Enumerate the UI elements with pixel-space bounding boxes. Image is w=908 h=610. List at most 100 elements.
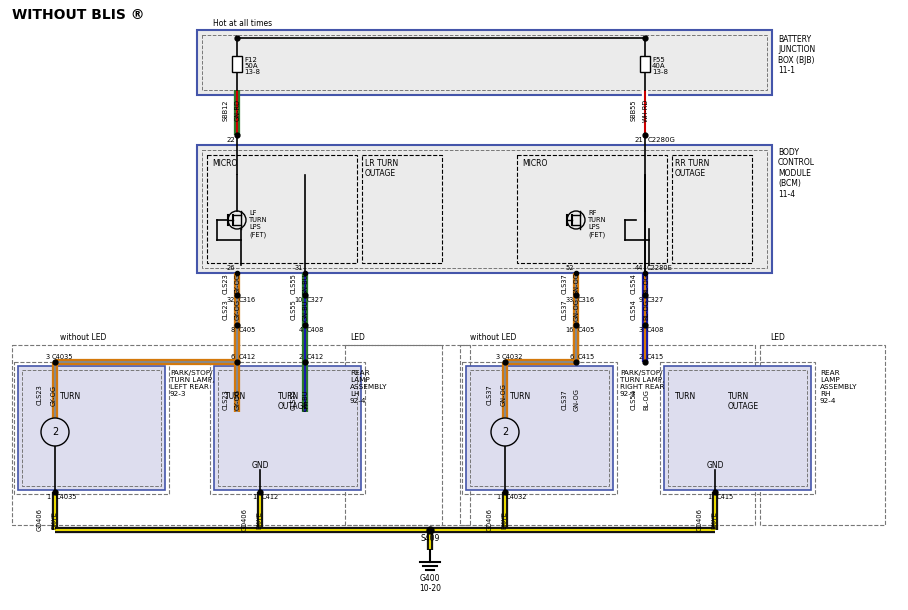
Bar bbox=[672, 155, 752, 263]
Text: 1: 1 bbox=[46, 494, 50, 500]
Text: MICRO: MICRO bbox=[212, 159, 237, 168]
Text: LED: LED bbox=[350, 333, 365, 342]
Text: F12: F12 bbox=[244, 57, 257, 63]
Text: GN-OG: GN-OG bbox=[574, 273, 580, 295]
Text: 33: 33 bbox=[566, 297, 574, 303]
Bar bbox=[207, 155, 357, 263]
Bar bbox=[640, 56, 650, 72]
Text: C415: C415 bbox=[578, 354, 596, 360]
Text: 13-8: 13-8 bbox=[244, 69, 260, 75]
Text: C412: C412 bbox=[307, 354, 324, 360]
Text: GND: GND bbox=[252, 461, 269, 470]
Text: BODY
CONTROL
MODULE
(BCM)
11-4: BODY CONTROL MODULE (BCM) 11-4 bbox=[778, 148, 815, 199]
Text: WITHOUT BLIS ®: WITHOUT BLIS ® bbox=[12, 8, 144, 22]
Text: 44: 44 bbox=[635, 265, 643, 271]
Text: S409: S409 bbox=[420, 534, 439, 543]
Text: REAR
LAMP
ASSEMBLY
LH
92-4: REAR LAMP ASSEMBLY LH 92-4 bbox=[350, 370, 388, 404]
Text: C4032: C4032 bbox=[502, 354, 524, 360]
Bar bbox=[362, 155, 442, 263]
Text: F55: F55 bbox=[652, 57, 665, 63]
Text: 40A: 40A bbox=[652, 63, 666, 69]
Text: GY-OG: GY-OG bbox=[235, 300, 241, 320]
Bar bbox=[214, 366, 361, 490]
Text: CLS23: CLS23 bbox=[223, 390, 229, 411]
Text: without LED: without LED bbox=[60, 333, 106, 342]
Text: C327: C327 bbox=[647, 297, 665, 303]
Text: REAR
LAMP
ASSEMBLY
RH
92-4: REAR LAMP ASSEMBLY RH 92-4 bbox=[820, 370, 857, 404]
Text: BK-YE: BK-YE bbox=[51, 511, 57, 529]
Text: 8: 8 bbox=[231, 327, 235, 333]
Bar bbox=[466, 366, 613, 490]
Text: CLS55: CLS55 bbox=[291, 390, 297, 411]
Text: BK-YE: BK-YE bbox=[256, 511, 262, 529]
Text: C2280E: C2280E bbox=[647, 265, 673, 271]
Text: GN-BU: GN-BU bbox=[303, 300, 309, 321]
Text: 6: 6 bbox=[231, 354, 235, 360]
Text: GN-OG: GN-OG bbox=[501, 384, 507, 406]
Text: CLS37: CLS37 bbox=[562, 300, 568, 320]
Text: CLS37: CLS37 bbox=[562, 390, 568, 411]
Text: BL-OG: BL-OG bbox=[643, 273, 649, 295]
Text: GY-OG: GY-OG bbox=[235, 390, 241, 411]
Text: C415: C415 bbox=[647, 354, 665, 360]
Text: 52: 52 bbox=[566, 265, 574, 271]
Text: TURN: TURN bbox=[60, 392, 81, 401]
Text: 22: 22 bbox=[226, 137, 235, 143]
Text: C4035: C4035 bbox=[56, 494, 77, 500]
Text: GN-BU: GN-BU bbox=[303, 389, 309, 411]
Text: GND: GND bbox=[706, 461, 724, 470]
Text: C316: C316 bbox=[239, 297, 256, 303]
Text: 1: 1 bbox=[252, 494, 256, 500]
Text: BL-OG: BL-OG bbox=[643, 390, 649, 411]
Bar bbox=[218, 370, 357, 486]
Text: CLS23: CLS23 bbox=[223, 300, 229, 320]
Text: C415: C415 bbox=[717, 494, 735, 500]
Bar bbox=[664, 366, 811, 490]
Bar bbox=[232, 56, 242, 72]
Text: GY-OG: GY-OG bbox=[51, 384, 57, 406]
Text: WH-RD: WH-RD bbox=[643, 98, 649, 121]
Bar bbox=[202, 35, 767, 90]
Text: C316: C316 bbox=[578, 297, 595, 303]
Text: G400
10-20: G400 10-20 bbox=[419, 574, 441, 594]
Circle shape bbox=[491, 418, 519, 446]
Text: CLS23: CLS23 bbox=[223, 274, 229, 295]
Text: LF
TURN
LPS
(FET): LF TURN LPS (FET) bbox=[249, 210, 268, 237]
Text: C4032: C4032 bbox=[506, 494, 528, 500]
Text: BATTERY
JUNCTION
BOX (BJB)
11-1: BATTERY JUNCTION BOX (BJB) 11-1 bbox=[778, 35, 815, 75]
Text: PARK/STOP/
TURN LAMP,
RIGHT REAR
92-3: PARK/STOP/ TURN LAMP, RIGHT REAR 92-3 bbox=[620, 370, 665, 397]
Text: CLS37: CLS37 bbox=[487, 385, 493, 406]
Text: CLS55: CLS55 bbox=[291, 300, 297, 320]
Text: C405: C405 bbox=[578, 327, 596, 333]
Text: C405: C405 bbox=[239, 327, 256, 333]
Text: without LED: without LED bbox=[470, 333, 517, 342]
Text: C412: C412 bbox=[262, 494, 280, 500]
Text: TURN
OUTAGE: TURN OUTAGE bbox=[728, 392, 759, 411]
Text: TURN: TURN bbox=[510, 392, 531, 401]
Text: CLS55: CLS55 bbox=[291, 273, 297, 295]
Text: C327: C327 bbox=[307, 297, 324, 303]
Text: C4035: C4035 bbox=[52, 354, 74, 360]
Text: BK-YE: BK-YE bbox=[501, 511, 507, 529]
Text: CLS54: CLS54 bbox=[631, 300, 637, 320]
Text: 9: 9 bbox=[639, 297, 643, 303]
Text: LR TURN
OUTAGE: LR TURN OUTAGE bbox=[365, 159, 399, 178]
Text: GD406: GD406 bbox=[487, 509, 493, 531]
Text: CLS54: CLS54 bbox=[631, 273, 637, 295]
Text: GD406: GD406 bbox=[242, 509, 248, 531]
Text: 3: 3 bbox=[496, 354, 500, 360]
Text: 32: 32 bbox=[227, 297, 235, 303]
Bar bbox=[12, 345, 442, 525]
Bar bbox=[668, 370, 807, 486]
Text: SBB55: SBB55 bbox=[631, 99, 637, 121]
Text: C412: C412 bbox=[239, 354, 256, 360]
Text: GN-RD: GN-RD bbox=[235, 99, 241, 121]
Text: 26: 26 bbox=[226, 265, 235, 271]
Text: 6: 6 bbox=[569, 354, 574, 360]
Text: 16: 16 bbox=[566, 327, 574, 333]
Bar bbox=[197, 30, 772, 95]
Text: 2: 2 bbox=[638, 354, 643, 360]
Text: TURN: TURN bbox=[225, 392, 246, 401]
Text: C408: C408 bbox=[647, 327, 665, 333]
Text: 21: 21 bbox=[634, 137, 643, 143]
